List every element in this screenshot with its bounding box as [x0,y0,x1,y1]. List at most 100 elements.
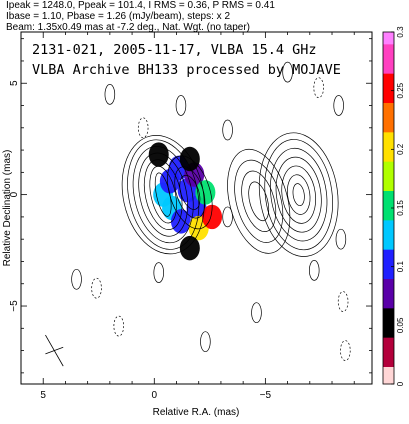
colorbar-segment [383,149,394,156]
colorbar-tick-label: 0.1 [396,261,405,273]
colorbar-segment [383,266,394,274]
left-blob-0 [104,84,116,105]
colorbar-segment [383,184,394,191]
left-contour-0-6 [121,135,205,255]
right-blob-5 [222,119,233,141]
right-contour-0-2 [281,165,317,224]
colorbar-segment [383,208,394,215]
header-line-1: Ipeak = 1248.0, Ppeak = 101.4, I RMS = 0… [6,0,275,11]
colorbar-segment [383,278,394,285]
y-tick-label: 0 [9,191,20,197]
y-tick-label: −5 [9,300,20,312]
colorbar: 0 0.05 0.1 0.15 0.2 0.25 0.3 [382,26,405,386]
colorbar-segment [383,360,394,367]
colorbar-segment [383,78,394,86]
colorbar-segment [383,202,394,209]
colorbar-segment [383,284,394,291]
colorbar-segment [383,331,394,338]
colorbar-segment [383,372,394,379]
right-blob-1 [313,77,324,99]
plot-frame [20,31,373,385]
colorbar-segment [383,125,394,133]
annotation-line-1: 2131-021, 2005-11-17, VLBA 15.4 GHz [32,42,316,58]
right-contour-1-2 [234,159,284,243]
right-blob-4 [337,291,349,312]
header-line-2: Ibase = 1.10, Pbase = 1.26 (mJy/beam), s… [6,11,230,22]
colorbar-tick-label: 0 [396,381,405,386]
colorbar-segment [383,61,394,68]
right-blob-7 [340,340,351,361]
right-blob-6 [251,302,262,324]
colorbar-segment [383,73,394,80]
colorbar-segment [383,155,394,162]
axis-ticks: 5 0 −5 5 0 −5 [9,32,372,401]
left-blob-2 [175,95,187,116]
pol-pixel-9 [195,180,216,205]
colorbar-segment [383,37,394,45]
colorbar-segment [383,161,394,168]
left-blob-7 [113,315,124,337]
colorbar-segment [383,120,394,127]
colorbar-segment [383,290,394,297]
left-blob-8 [222,206,233,228]
x-tick-label: −5 [260,390,272,401]
right-contour-0-1 [286,174,311,215]
x-tick-label: 0 [152,390,158,401]
colorbar-tick-label: 0.3 [396,26,405,38]
left-contour-1-0 [179,174,201,210]
left-blob-5 [153,262,164,283]
colorbar-segment [383,378,394,385]
colorbar-segment [383,196,394,203]
colorbar-segment [383,296,394,303]
pol-pixel-12 [179,235,200,261]
pol-pixel-11 [202,204,223,230]
colorbar-segment [383,260,394,268]
y-tick-label: 5 [9,80,20,86]
colorbar-segment [383,219,394,227]
colorbar-segment [383,102,394,109]
right-blob-0 [282,61,293,83]
colorbar-segment [383,301,394,309]
right-contour-0-5 [264,139,333,251]
left-contour-0-4 [132,146,194,244]
right-blob-2 [333,95,344,116]
right-contour-0-0 [292,183,305,207]
colorbar-tick-label: 0.2 [396,143,405,155]
colorbar-segment [383,354,394,362]
colorbar-segment [383,67,394,74]
colorbar-tick-label: 0.25 [396,82,405,98]
colorbar-segment [383,337,394,344]
right-contour-0-4 [270,147,328,242]
colorbar-tick-label: 0.15 [396,200,405,216]
colorbar-segment [383,96,394,103]
left-contour-1-2 [167,155,213,230]
colorbar-segment [383,43,394,51]
colorbar-segment [383,348,394,356]
colorbar-segment [383,55,394,62]
colorbar-segment [383,319,394,326]
colorbar-segment [383,231,394,238]
x-axis-label: Relative R.A. (mas) [153,407,240,418]
colorbar-segment [383,131,394,139]
colorbar-segment [383,313,394,321]
colorbar-segment [383,254,394,262]
right-contour-1-3 [227,148,291,254]
right-contour-0-6 [258,132,339,257]
beam-marker-minor [45,346,64,355]
colorbar-segment [383,172,394,180]
colorbar-segment [383,90,394,98]
colorbar-segment [383,178,394,186]
left-contour-1-1 [174,166,206,219]
left-contour-0-3 [138,152,188,237]
colorbar-segment [383,143,394,150]
colorbar-segment [383,190,394,197]
right-blob-3 [335,228,347,250]
annotation-line-2: VLBA Archive BH133 processed by MOJAVE [32,62,341,78]
colorbar-segment [383,225,394,233]
colorbar-segment [383,307,394,315]
header-line-3: Beam: 1.35x0.49 mas at -7.2 deg., Nat. W… [6,22,250,33]
colorbar-segment [383,32,394,39]
colorbar-segment [383,272,394,279]
left-blob-6 [200,331,211,353]
